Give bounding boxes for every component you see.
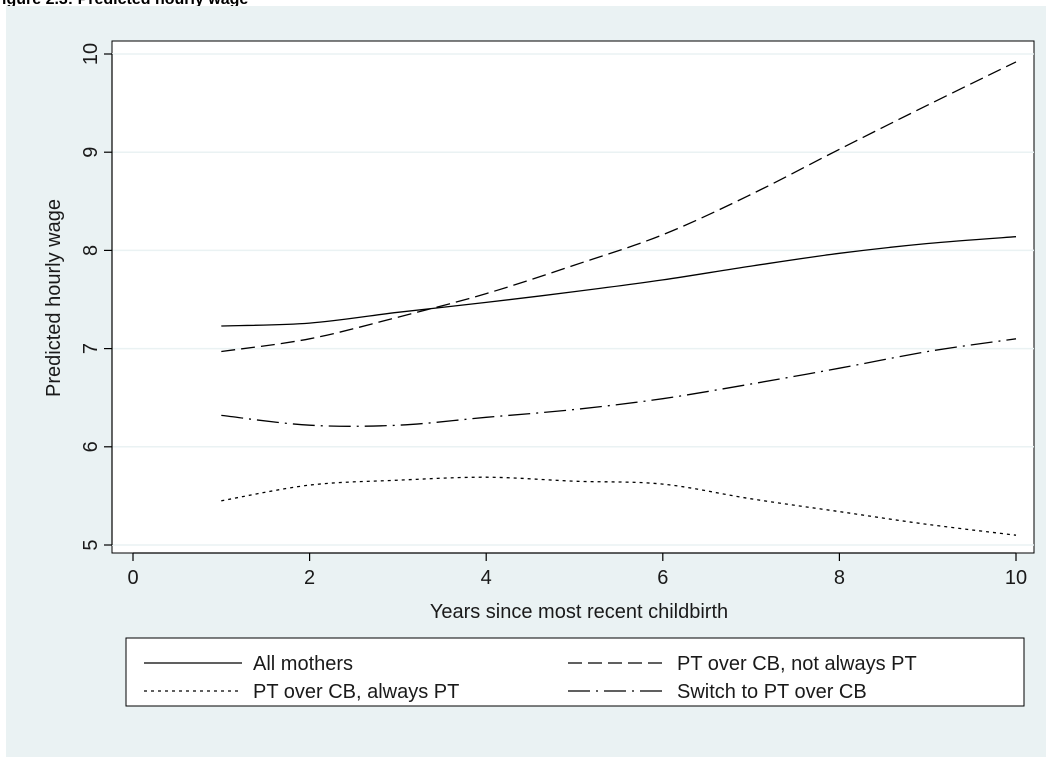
y-tick-label: 9: [80, 147, 102, 158]
x-tick-label: 4: [481, 567, 492, 589]
line-chart: 5 6 7 8 9 10 0 2 4 6 8 10 Years since most recent c…: [43, 40, 1035, 707]
series-line-pt-over-cb-always-pt: [221, 476, 1017, 536]
series-line-switch-to-pt-over-cb: [221, 338, 1017, 427]
y-tick-label: 6: [80, 441, 102, 452]
x-axis-title: Years since most recent childbirth: [430, 601, 728, 623]
plot-area: [111, 40, 1035, 554]
legend-label: Switch to PT over CB: [677, 681, 867, 703]
series-lines: [221, 61, 1017, 536]
legend-box: [125, 637, 1025, 707]
chart-panel: 5 6 7 8 9 10 0 2 4 6 8 10 Years since most recent c…: [6, 6, 1046, 757]
figure-caption-text: igure 2.3: Predicted hourly wage: [2, 0, 248, 9]
y-tick-label: 10: [80, 43, 102, 65]
axes: 5 6 7 8 9 10 0 2 4 6 8 10: [80, 43, 1027, 589]
y-tick-label: 8: [80, 245, 102, 256]
series-line-pt-over-cb-not-always-pt: [221, 61, 1017, 353]
x-tick-label: 6: [657, 567, 668, 589]
legend-label: PT over CB, not always PT: [677, 653, 917, 675]
x-tick-label: 0: [127, 567, 138, 589]
x-tick-label: 8: [834, 567, 845, 589]
y-tick-label: 5: [80, 539, 102, 550]
legend-label: All mothers: [253, 653, 353, 675]
y-axis-title: Predicted hourly wage: [43, 199, 65, 397]
figure-caption: igure 2.3: Predicted hourly wage: [0, 0, 1046, 22]
y-tick-label: 7: [80, 343, 102, 354]
legend: All mothers PT over CB, not always PT PT o…: [125, 637, 1025, 707]
gridlines: [112, 53, 1034, 546]
series-line-all-mothers: [221, 236, 1017, 327]
legend-label: PT over CB, always PT: [253, 681, 459, 703]
x-tick-label: 10: [1005, 567, 1027, 589]
x-tick-label: 2: [304, 567, 315, 589]
